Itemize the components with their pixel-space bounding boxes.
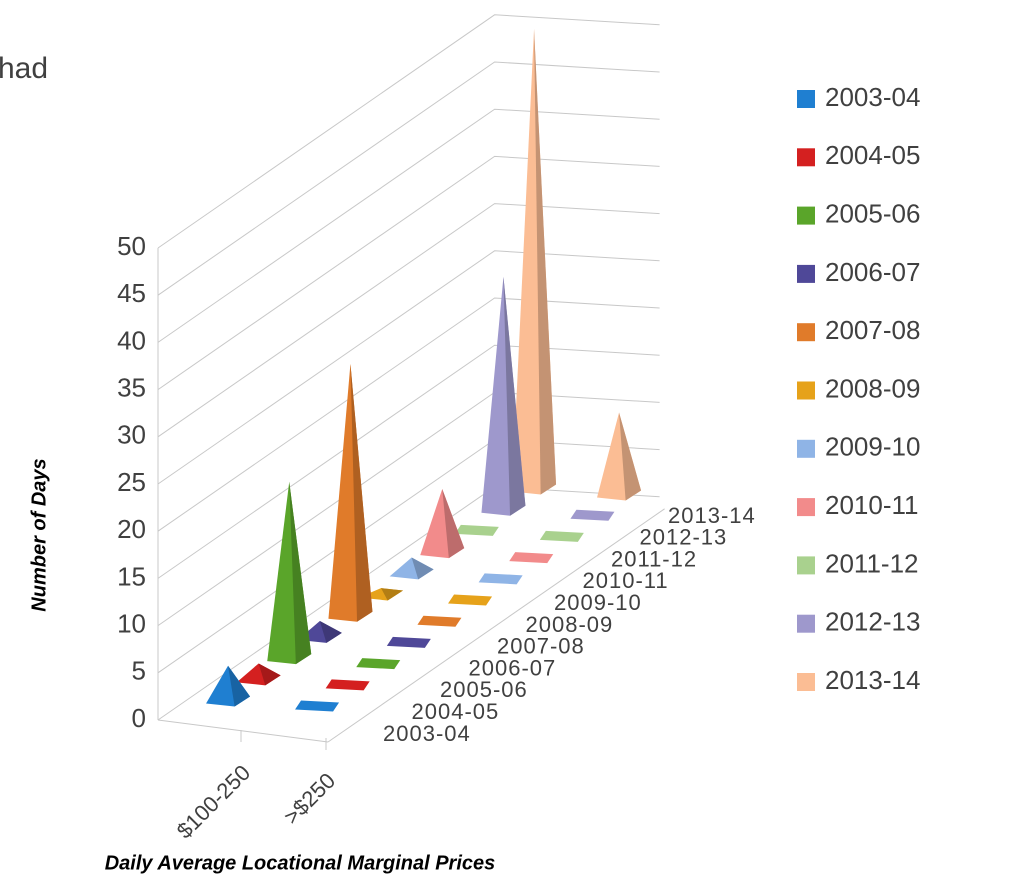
depth-label: 2006-07	[469, 655, 557, 680]
legend-swatch	[797, 439, 815, 458]
bar-shade	[619, 412, 642, 501]
y-tick-label: 5	[132, 656, 146, 686]
legend-swatch	[797, 556, 815, 575]
legend-swatch	[797, 614, 815, 633]
legend-label: 2008-09	[825, 373, 920, 403]
bar	[539, 530, 584, 542]
grid-line	[157, 61, 660, 296]
bar	[417, 615, 462, 627]
depth-label: 2003-04	[383, 721, 471, 746]
legend-swatch	[797, 148, 815, 167]
bar-shade	[289, 481, 312, 665]
legend-label: 2004-05	[825, 140, 920, 170]
legend-label: 2010-11	[825, 490, 919, 520]
legend-swatch	[797, 673, 815, 691]
bar	[325, 679, 370, 691]
depth-label: 2007-08	[497, 634, 585, 659]
x-tick-label: >$250	[279, 768, 340, 829]
depth-label: 2010-11	[583, 568, 669, 593]
grid-line	[157, 108, 660, 343]
y-tick-label: 20	[117, 514, 146, 544]
bar	[570, 509, 615, 521]
legend-label: 2012-13	[825, 607, 920, 637]
legend-label: 2003-04	[825, 82, 920, 112]
bar-shade	[228, 665, 251, 707]
chart-title: had	[0, 52, 48, 85]
legend-swatch	[797, 264, 815, 283]
bar	[295, 700, 340, 712]
bar	[454, 524, 499, 536]
depth-label: 2009-10	[554, 590, 642, 615]
floor-edge	[157, 719, 329, 743]
y-tick-label: 35	[117, 372, 146, 402]
grid-line	[157, 155, 660, 391]
y-tick-label: 45	[117, 278, 146, 308]
bar-shade	[319, 621, 342, 643]
bar	[509, 552, 554, 564]
legend-label: 2007-08	[825, 315, 920, 345]
y-tick-label: 15	[117, 561, 146, 591]
bar	[386, 636, 431, 648]
legend-swatch	[797, 498, 815, 517]
x-tick-label: $100-250	[172, 760, 255, 843]
legend-swatch	[797, 90, 815, 108]
y-tick-label: 50	[117, 231, 146, 261]
bar-shade	[350, 363, 373, 622]
bar-shade	[534, 28, 557, 495]
legend-swatch	[797, 323, 815, 342]
legend-swatch	[797, 381, 815, 400]
y-tick-label: 10	[117, 608, 146, 638]
y-tick-label: 40	[117, 325, 146, 355]
grid-line	[157, 14, 660, 249]
depth-label: 2004-05	[412, 699, 500, 724]
bar	[356, 658, 401, 670]
bar	[448, 594, 493, 606]
y-axis-title: Number of Days	[28, 458, 50, 611]
legend-label: 2009-10	[825, 432, 920, 462]
legend-label: 2011-12	[825, 548, 919, 578]
legend-label: 2006-07	[825, 257, 920, 287]
bar-shade	[258, 663, 281, 686]
legend-swatch	[797, 206, 815, 225]
y-tick-label: 30	[117, 420, 146, 450]
depth-label: 2008-09	[526, 612, 614, 637]
grid-line	[157, 250, 660, 485]
depth-label: 2011-12	[611, 546, 697, 571]
depth-label: 2013-14	[668, 503, 756, 528]
depth-label: 2005-06	[440, 677, 528, 702]
bar-shade	[442, 489, 465, 559]
bar-shade	[503, 276, 526, 516]
y-tick-label: 0	[132, 703, 146, 733]
depth-label: 2012-13	[640, 525, 728, 550]
y-tick-label: 25	[117, 467, 146, 497]
floor-edge	[327, 508, 665, 743]
bar-shade	[411, 557, 434, 580]
grid-line	[157, 203, 660, 438]
bar	[478, 573, 523, 585]
bar-shade	[381, 588, 404, 601]
grid-line	[157, 344, 660, 579]
grid-line	[157, 297, 660, 532]
legend-label: 2013-14	[825, 665, 920, 695]
legend-label: 2005-06	[825, 198, 920, 228]
x-axis-title: Daily Average Locational Marginal Prices	[105, 852, 496, 874]
